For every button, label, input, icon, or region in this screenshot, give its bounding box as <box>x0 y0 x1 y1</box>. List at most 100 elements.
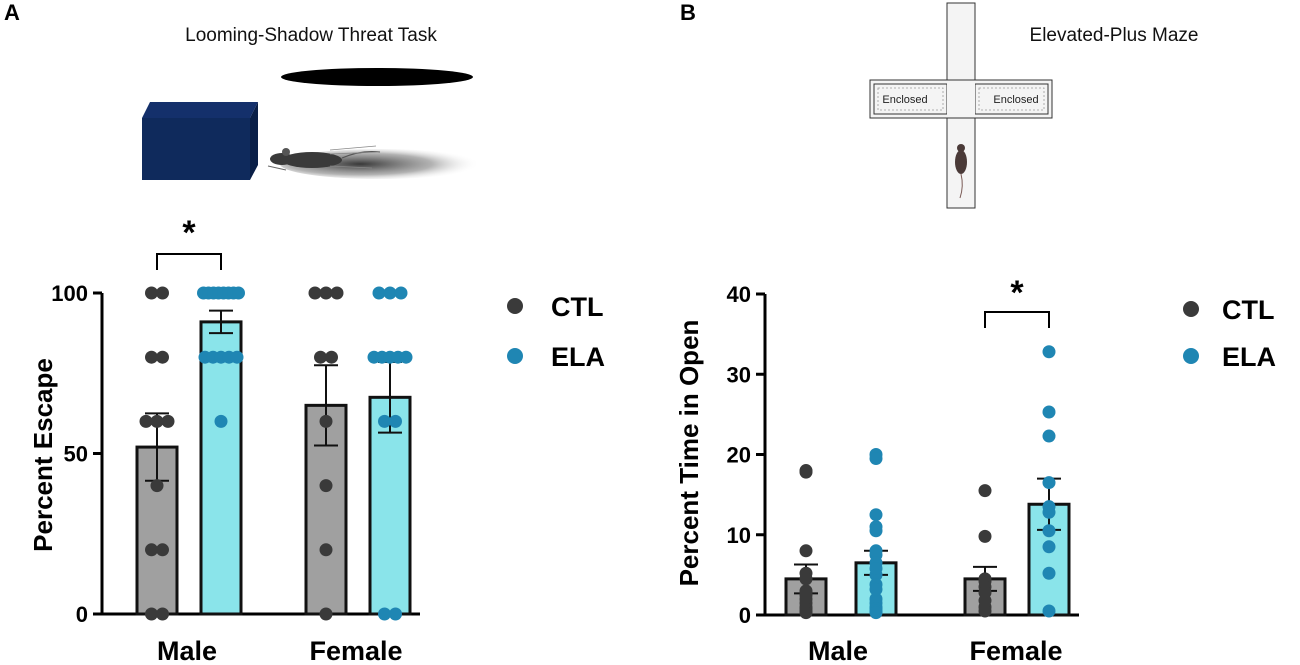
chart-b-point-ela-female <box>1042 345 1056 359</box>
mouse-icon <box>267 145 381 171</box>
panel-b-illustration-title: Elevated-Plus Maze <box>1030 25 1199 46</box>
chart-b-y-tick-label: 30 <box>727 362 751 387</box>
chart-b-point-ela-female <box>1042 604 1056 618</box>
chart-a-legend-ela-marker <box>507 348 523 364</box>
chart-panel-b: * Percent Time in Open Male Female 0 10 20… <box>674 274 1079 665</box>
chart-a-legend-ctl-marker <box>507 298 523 314</box>
chart-a-point-ela-female <box>372 286 386 300</box>
chart-a-y-tick-label: 100 <box>51 281 88 306</box>
chart-b-point-ela-male <box>869 524 883 538</box>
chart-a-significance-bracket <box>156 253 222 270</box>
chart-b-point-ela-female <box>1042 405 1056 419</box>
chart-a-y-tick-label: 0 <box>76 602 88 627</box>
chart-b-point-ela-female <box>1042 524 1056 538</box>
panel-b-label: B <box>680 0 696 25</box>
chart-b-point-ela-female <box>1042 505 1056 519</box>
chart-a-point-ela-female <box>378 414 391 428</box>
looming-shadow-illustration: Looming-Shadow Threat Task <box>142 25 480 180</box>
chart-a-point-ctl-male <box>145 286 158 300</box>
chart-a-legend-ela-label: ELA <box>551 342 605 372</box>
chart-b-significance-star: * <box>1010 274 1024 312</box>
chart-b-legend-ctl-label: CTL <box>1222 295 1274 325</box>
chart-a-point-ctl-male <box>156 286 169 300</box>
panel-a-illustration-title: Looming-Shadow Threat Task <box>185 25 437 46</box>
chart-b-point-ctl-female <box>978 604 992 618</box>
chart-a-y-tick-label: 50 <box>64 442 88 467</box>
chart-b-point-ela-male <box>869 452 883 466</box>
chart-panel-a: * Percent Escape Male Female 0 50 100 <box>28 214 420 665</box>
chart-b-point-ctl-male <box>799 465 813 479</box>
chart-a-point-ctl-female <box>325 350 338 364</box>
chart-a-point-ctl-female <box>319 607 333 621</box>
plus-maze: Enclosed Enclosed <box>869 2 1053 209</box>
chart-a-point-ctl-male <box>156 350 169 364</box>
chart-a-point-ela-female <box>389 414 402 428</box>
chart-a-x-label-male: Male <box>157 636 217 665</box>
chart-a-point-ctl-male <box>161 414 175 428</box>
chart-b-point-ela-male <box>869 508 883 522</box>
chart-b-x-label-female: Female <box>969 636 1062 665</box>
chart-a-point-ctl-female <box>330 286 344 300</box>
chart-b-point-ctl-male <box>799 572 813 586</box>
maze-mouse-icon <box>955 144 967 199</box>
chart-a-point-ela-male <box>214 414 228 428</box>
chart-b-legend-ela-label: ELA <box>1222 342 1276 372</box>
chart-a-legend-ctl-label: CTL <box>551 292 603 322</box>
chart-b-point-ela-male <box>869 561 883 575</box>
chart-b-y-tick-label: 10 <box>727 523 751 548</box>
chart-b-legend-ctl-marker <box>1183 301 1199 317</box>
maze-enclosed-left: Enclosed <box>882 94 927 106</box>
chart-b-point-ctl-male <box>799 606 813 620</box>
chart-b-point-ctl-female <box>978 594 992 608</box>
chart-a-point-ctl-female <box>314 350 327 364</box>
chart-b-point-ela-female <box>1042 540 1056 554</box>
chart-a-point-ctl-male <box>145 607 158 621</box>
chart-b-point-ela-female <box>1042 566 1056 580</box>
chart-a-point-ela-male <box>232 286 245 300</box>
chart-b-y-tick-label: 40 <box>727 282 751 307</box>
chart-a-point-ctl-female <box>308 286 322 300</box>
chart-b-significance-bracket <box>984 311 1050 328</box>
looming-disc <box>281 68 473 86</box>
chart-a-y-axis-title: Percent Escape <box>28 358 58 552</box>
shelter-box <box>142 102 258 180</box>
chart-a-point-ctl-female <box>319 286 333 300</box>
chart-b-y-tick-label: 0 <box>739 603 751 628</box>
chart-a-point-ela-female <box>378 607 391 621</box>
chart-a-point-ela-male <box>230 350 244 364</box>
chart-b-y-axis-title: Percent Time in Open <box>674 320 704 587</box>
chart-a-point-ctl-male <box>156 607 169 621</box>
chart-b-point-ela-female <box>1042 476 1056 490</box>
chart-a-point-ctl-female <box>319 479 333 493</box>
chart-a-point-ctl-male <box>145 350 158 364</box>
chart-b-y-tick-label: 20 <box>727 443 751 468</box>
chart-b-x-label-male: Male <box>808 636 868 665</box>
chart-b-point-ctl-male <box>799 544 813 558</box>
chart-b-point-ela-male <box>869 582 883 596</box>
chart-a-point-ctl-male <box>145 543 158 557</box>
elevated-plus-maze-illustration: Elevated-Plus Maze Enclosed Enclosed <box>869 2 1199 209</box>
chart-a-point-ctl-female <box>319 543 333 557</box>
chart-b-point-ela-male <box>869 606 883 620</box>
chart-a-significance-star: * <box>182 214 196 252</box>
chart-b-point-ctl-female <box>978 484 992 498</box>
chart-a-point-ela-female <box>399 350 413 364</box>
chart-b-point-ela-female <box>1042 429 1056 443</box>
chart-a-point-ctl-male <box>139 414 153 428</box>
chart-a-point-ela-female <box>383 286 397 300</box>
maze-enclosed-right: Enclosed <box>993 94 1038 106</box>
panel-a-label: A <box>4 0 20 25</box>
chart-a-x-label-female: Female <box>309 636 402 665</box>
chart-b-legend-ela-marker <box>1183 348 1199 364</box>
chart-a-point-ela-female <box>389 607 402 621</box>
chart-a-point-ela-female <box>394 286 408 300</box>
chart-a-bar-ela-male <box>199 320 243 616</box>
chart-a-point-ctl-male <box>150 479 164 493</box>
chart-b-point-ctl-female <box>978 529 992 543</box>
chart-a-point-ctl-male <box>150 414 164 428</box>
chart-a-legend: CTL ELA <box>507 292 605 372</box>
chart-a-point-ctl-female <box>319 414 333 428</box>
chart-a-point-ctl-male <box>156 543 169 557</box>
chart-b-legend: CTL ELA <box>1183 295 1276 372</box>
